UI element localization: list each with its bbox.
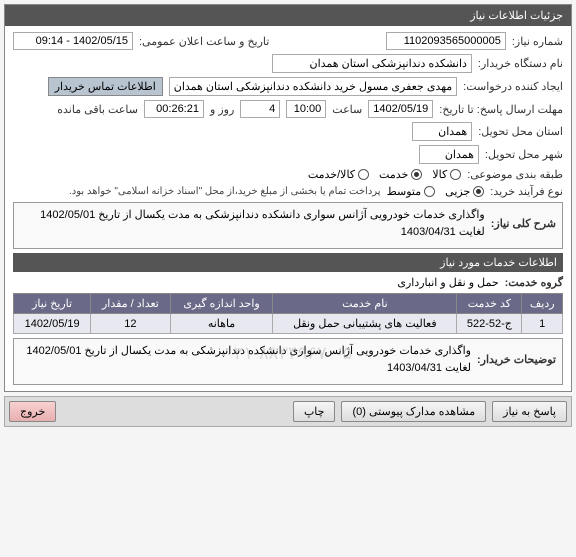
process-label: نوع فرآیند خرید: (490, 185, 563, 198)
services-header: اطلاعات خدمات مورد نیاز (13, 253, 563, 272)
time-label-1: ساعت (332, 103, 362, 116)
announce-label: تاریخ و ساعت اعلان عمومی: (139, 35, 269, 48)
button-bar: پاسخ به نیاز مشاهده مدارک پیوستی (0) چاپ… (4, 396, 572, 427)
radio-circle-icon (473, 186, 484, 197)
deadline-date: 1402/05/19 (368, 100, 433, 118)
td-date: 1402/05/19 (14, 314, 91, 334)
group-value: حمل و نقل و انبارداری (397, 276, 498, 289)
radio-kala-label: کالا (432, 168, 447, 181)
td-name: فعالیت های پشتیبانی حمل ونقل (273, 314, 457, 334)
print-button[interactable]: چاپ (293, 401, 336, 422)
radio-dot-icon (476, 189, 481, 194)
th-code: کد خدمت (457, 294, 522, 314)
province-value: همدان (412, 122, 472, 141)
process-radio-group: جزیی متوسط (387, 185, 485, 198)
radio-dot-icon (414, 172, 419, 177)
radio-khedmat-label: خدمت (379, 168, 408, 181)
radio-khedmat[interactable]: خدمت (379, 168, 422, 181)
buyer-notes-text: واگذاری خدمات خودرویی آژانس سواری دانشکد… (20, 343, 471, 376)
contact-info-button[interactable]: اطلاعات تماس خریدار (48, 77, 163, 96)
table-header-row: ردیف کد خدمت نام خدمت واحد اندازه گیری ت… (14, 294, 563, 314)
category-label: طبقه بندی موضوعی: (467, 168, 563, 181)
radio-jozei[interactable]: جزیی (445, 185, 484, 198)
remaining-time: 00:26:21 (144, 100, 204, 118)
radio-jozei-label: جزیی (445, 185, 470, 198)
radio-kala-khedmat-label: کالا/خدمت (308, 168, 355, 181)
radio-kala-khedmat[interactable]: کالا/خدمت (308, 168, 369, 181)
panel-body: شماره نیاز: 1102093565000005 تاریخ و ساع… (5, 26, 571, 391)
th-unit: واحد اندازه گیری (170, 294, 273, 314)
description-panel: شرح کلی نیاز: واگذاری خدمات خودرویی آژان… (13, 202, 563, 249)
radio-circle-icon (358, 169, 369, 180)
details-panel: جزئیات اطلاعات نیاز شماره نیاز: 11020935… (4, 4, 572, 392)
deadline-time: 10:00 (286, 100, 326, 118)
td-qty: 12 (91, 314, 170, 334)
radio-motavaset[interactable]: متوسط (387, 185, 436, 198)
buyer-notes-panel: ۰۲۱-۸۸۳۴۹۶۷۰-۵ توضیحات خریدار: واگذاری خ… (13, 338, 563, 385)
requester-value: مهدی جعفری مسول خرید دانشکده دندانپزشکی … (169, 77, 457, 96)
td-row: 1 (522, 314, 563, 334)
category-radio-group: کالا خدمت کالا/خدمت (308, 168, 461, 181)
desc-label: شرح کلی نیاز: (491, 217, 556, 230)
td-unit: ماهانه (170, 314, 273, 334)
th-row: ردیف (522, 294, 563, 314)
desc-text: واگذاری خدمات خودرویی آژانس سواری دانشکد… (20, 207, 485, 240)
radio-motavaset-label: متوسط (387, 185, 422, 198)
province-label: استان محل تحویل: (478, 125, 563, 138)
demand-no-value: 1102093565000005 (386, 32, 506, 50)
reply-button[interactable]: پاسخ به نیاز (492, 401, 567, 422)
panel-title: جزئیات اطلاعات نیاز (5, 5, 571, 26)
table-row[interactable]: 1 ج-52-522 فعالیت های پشتیبانی حمل ونقل … (14, 314, 563, 334)
th-qty: تعداد / مقدار (91, 294, 170, 314)
requester-label: ایجاد کننده درخواست: (463, 80, 563, 93)
remaining-label: ساعت باقی مانده (57, 103, 138, 116)
td-code: ج-52-522 (457, 314, 522, 334)
days-value: 4 (240, 100, 280, 118)
buyer-value: دانشکده دندانپزشکی استان همدان (272, 54, 472, 73)
radio-circle-icon (411, 169, 422, 180)
city-value: همدان (419, 145, 479, 164)
th-date: تاریخ نیاز (14, 294, 91, 314)
group-label: گروه خدمت: (505, 276, 563, 289)
process-note: پرداخت تمام یا بخشی از مبلغ خرید،از محل … (69, 186, 381, 197)
buyer-label: نام دستگاه خریدار: (478, 57, 563, 70)
city-label: شهر محل تحویل: (485, 148, 563, 161)
attachments-button[interactable]: مشاهده مدارک پیوستی (0) (341, 401, 486, 422)
radio-circle-icon (450, 169, 461, 180)
exit-button[interactable]: خروج (9, 401, 56, 422)
days-label: روز و (210, 103, 234, 116)
demand-no-label: شماره نیاز: (512, 35, 563, 48)
radio-kala[interactable]: کالا (432, 168, 461, 181)
deadline-label: مهلت ارسال پاسخ: تا تاریخ: (439, 103, 563, 116)
announce-value: 1402/05/15 - 09:14 (13, 32, 133, 50)
services-table: ردیف کد خدمت نام خدمت واحد اندازه گیری ت… (13, 293, 563, 334)
th-name: نام خدمت (273, 294, 457, 314)
buyer-notes-label: توضیحات خریدار: (477, 353, 556, 366)
radio-circle-icon (424, 186, 435, 197)
